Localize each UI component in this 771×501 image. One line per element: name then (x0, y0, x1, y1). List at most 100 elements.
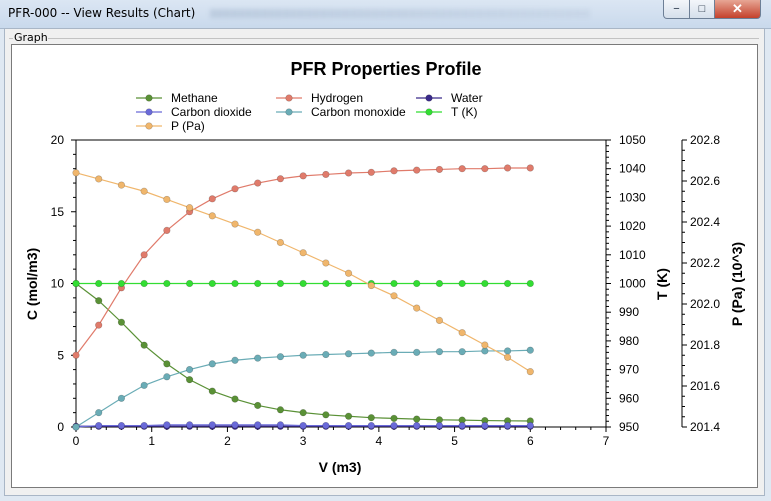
data-point-carbon-dioxide (503, 421, 512, 430)
x-tick-label: 7 (603, 434, 610, 448)
data-point-methane (185, 376, 194, 384)
data-point-methane (254, 401, 262, 410)
data-point-p-pa (435, 316, 444, 325)
data-point-carbon-monoxide (72, 423, 80, 431)
data-point-p-pa (208, 212, 216, 220)
data-point-p-pa (299, 249, 307, 257)
data-point-carbon-dioxide (526, 421, 534, 430)
data-point-carbon-monoxide (390, 348, 398, 356)
obscured-title-area (210, 9, 590, 18)
data-point-t-k (526, 279, 534, 288)
data-point-p-pa (117, 181, 126, 189)
y-tick-label-temperature: 950 (619, 420, 639, 434)
tab-graph[interactable]: Graph (14, 31, 48, 44)
data-point-carbon-monoxide (413, 348, 421, 356)
group-border-left (9, 38, 13, 39)
y-tick-label-temperature: 1010 (619, 248, 646, 262)
data-point-t-k (413, 279, 421, 288)
data-point-t-k (163, 279, 171, 288)
data-point-hydrogen (435, 165, 444, 174)
data-point-p-pa (344, 269, 353, 277)
data-point-hydrogen (276, 175, 285, 183)
y-tick-label-pressure: 201.8 (690, 338, 720, 352)
data-point-carbon-dioxide (413, 421, 421, 430)
data-point-carbon-dioxide (208, 421, 216, 429)
x-tick-label: 6 (527, 434, 534, 448)
data-point-p-pa (413, 304, 421, 312)
data-point-hydrogen (72, 351, 80, 359)
data-point-methane (276, 406, 285, 414)
data-point-methane (163, 360, 171, 368)
y-tick-label-temperature: 1050 (619, 133, 646, 147)
data-point-methane (367, 414, 375, 422)
legend-label-p-pa: P (Pa) (171, 119, 205, 133)
data-point-carbon-monoxide (367, 349, 375, 357)
data-point-methane (299, 409, 307, 417)
data-point-t-k (481, 279, 489, 288)
y-tick-label-concentration: 0 (57, 420, 64, 434)
legend-marker-methane (145, 94, 153, 102)
y-tick-label-temperature: 970 (619, 363, 639, 377)
x-tick-label: 1 (148, 434, 155, 448)
data-point-p-pa (140, 187, 148, 195)
data-point-hydrogen (254, 179, 262, 187)
legend-marker-carbon-monoxide (285, 108, 293, 116)
y-tick-label-concentration: 5 (57, 348, 64, 362)
legend-label-methane: Methane (171, 91, 218, 105)
data-point-p-pa (390, 292, 398, 300)
window-titlebar: PFR-000 -- View Results (Chart) − □ ✕ (0, 0, 771, 29)
data-point-carbon-dioxide (95, 421, 103, 430)
data-point-carbon-monoxide (208, 360, 216, 368)
legend-label-carbon-monoxide: Carbon monoxide (311, 105, 406, 119)
data-point-carbon-monoxide (344, 350, 353, 358)
data-point-carbon-dioxide (435, 421, 444, 430)
legend-label-hydrogen: Hydrogen (311, 91, 363, 105)
data-point-hydrogen (390, 167, 398, 175)
data-point-t-k (72, 279, 80, 288)
x-tick-label: 5 (451, 434, 458, 448)
data-point-carbon-dioxide (299, 421, 307, 430)
y-axis-label-pressure: P (Pa) (10^3) (729, 242, 745, 326)
data-point-p-pa (503, 353, 512, 361)
data-point-carbon-monoxide (231, 356, 239, 364)
data-point-carbon-dioxide (322, 421, 330, 430)
data-point-p-pa (231, 220, 239, 228)
data-point-t-k (95, 279, 103, 288)
series-line-hydrogen (75, 167, 531, 356)
data-point-p-pa (72, 169, 80, 177)
y-tick-label-concentration: 15 (51, 205, 65, 219)
data-point-hydrogen (208, 195, 216, 203)
legend-marker-hydrogen (285, 94, 293, 102)
data-point-t-k (435, 279, 444, 288)
data-point-carbon-dioxide (367, 421, 375, 430)
data-point-t-k (231, 279, 239, 288)
data-point-methane (231, 395, 239, 403)
legend-marker-carbon-dioxide (145, 108, 153, 116)
group-border-right (48, 38, 759, 39)
data-point-carbon-monoxide (276, 353, 285, 361)
y-tick-label-temperature: 980 (619, 334, 639, 348)
data-point-p-pa (276, 238, 285, 247)
data-point-p-pa (367, 281, 375, 290)
legend-label-carbon-dioxide: Carbon dioxide (171, 105, 252, 119)
y-tick-label-temperature: 960 (619, 391, 639, 405)
close-button[interactable]: ✕ (714, 0, 761, 19)
y-tick-label-pressure: 202.2 (690, 256, 720, 270)
legend: Methane Hydrogen Water Carbon dioxide Carbon… (136, 91, 483, 133)
y-tick-label-pressure: 202.4 (690, 215, 720, 229)
data-point-t-k (503, 279, 512, 288)
data-point-methane (322, 411, 330, 419)
data-point-carbon-monoxide (481, 347, 489, 355)
y-tick-label-pressure: 201.4 (690, 420, 720, 434)
x-tick-label: 2 (224, 434, 231, 448)
data-point-carbon-monoxide (95, 409, 103, 417)
data-point-carbon-monoxide (526, 346, 534, 354)
data-point-p-pa (322, 259, 330, 267)
data-point-hydrogen (413, 166, 421, 174)
data-point-methane (413, 415, 421, 423)
y-tick-label-concentration: 20 (51, 133, 65, 147)
data-point-carbon-monoxide (458, 348, 466, 356)
data-point-carbon-dioxide (276, 421, 285, 429)
data-point-t-k (140, 279, 148, 288)
chart-title: PFR Properties Profile (290, 59, 481, 79)
